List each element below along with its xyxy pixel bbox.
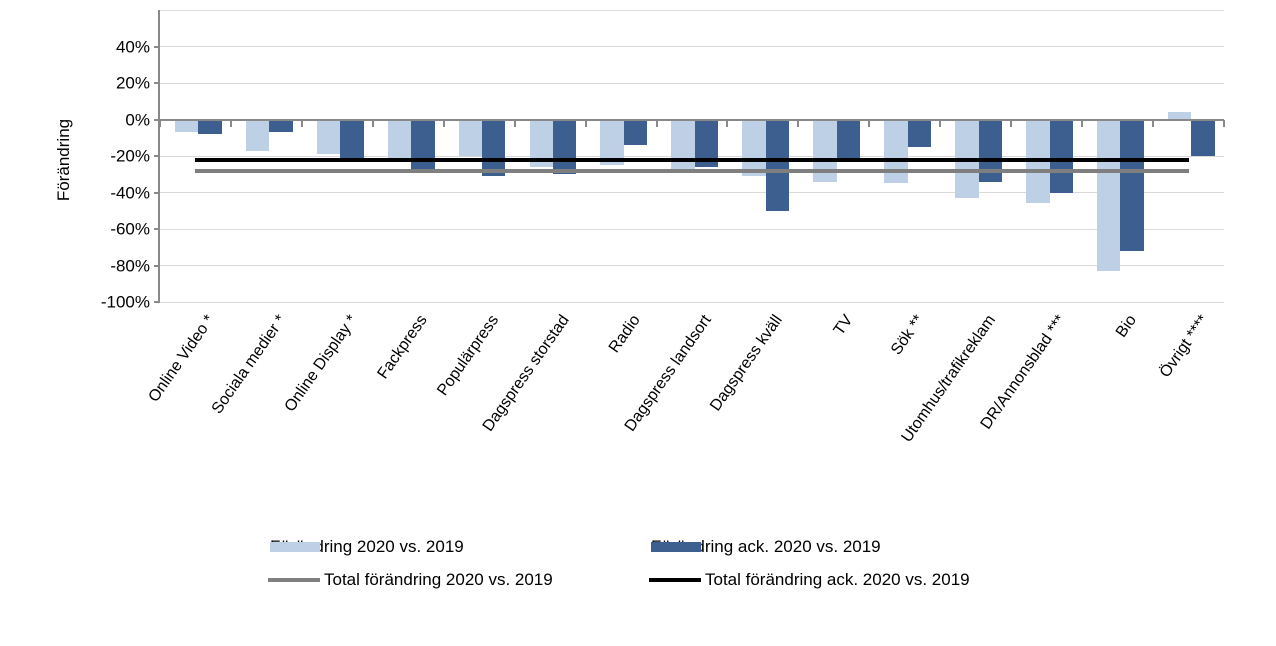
y-axis-tick-label: 0% [125, 110, 150, 129]
y-axis-tick [154, 45, 160, 48]
bar-forandring-ack [623, 119, 648, 146]
x-axis-category-label: Sök ** [888, 312, 928, 359]
y-axis-tick [154, 118, 160, 121]
legend-label: Total förändring 2020 vs. 2019 [324, 570, 553, 589]
x-axis-category-label: Online Display * [281, 312, 361, 415]
x-axis-tick [1010, 119, 1013, 127]
gridline [160, 265, 1224, 266]
bar-forandring [813, 119, 837, 182]
x-axis-tick [726, 119, 729, 127]
gridline [160, 228, 1224, 230]
y-axis-tick-label: 20% [115, 73, 150, 93]
y-axis-tick [154, 301, 160, 303]
x-axis-category-label: Radio [606, 312, 645, 357]
x-axis-category-label: Populärpress [434, 312, 503, 399]
legend-item-total-ack: Total förändring ack. 2020 vs. 2019 [649, 571, 970, 589]
x-axis-tick [1081, 119, 1084, 127]
bar-forandring-ack [1049, 119, 1073, 193]
gridline [160, 192, 1224, 193]
x-axis-category-label: TV [831, 312, 857, 339]
x-axis-tick [300, 119, 303, 127]
bar-forandring [174, 119, 199, 133]
bar-forandring [387, 119, 412, 158]
legend-item-forandring-ack: Förändring ack. 2020 vs. 2019 [651, 538, 881, 556]
bar-forandring [1097, 119, 1121, 271]
x-axis-category-label: Online Video * [145, 312, 219, 406]
y-axis-title-text: Förändring [54, 118, 73, 202]
legend-swatch [270, 542, 320, 552]
x-axis-tick [1223, 119, 1225, 127]
bar-forandring-ack [765, 119, 790, 211]
x-axis-tick [1152, 119, 1155, 127]
y-axis-tick-label: -40% [110, 183, 150, 202]
gridline [160, 301, 1224, 303]
legend-line-swatch [649, 578, 701, 582]
bar-forandring [529, 119, 553, 167]
x-axis-tick [655, 119, 658, 127]
bar-forandring-ack [552, 119, 577, 175]
y-axis-tick [154, 82, 160, 84]
bar-forandring [884, 119, 908, 184]
bar-forandring-ack [198, 119, 222, 135]
plot-top-border [160, 10, 1224, 11]
legend-label: Total förändring ack. 2020 vs. 2019 [705, 570, 970, 589]
bar-forandring [1167, 112, 1192, 120]
x-axis-category-label: Övrigt **** [1156, 312, 1212, 381]
y-axis-tick [154, 228, 160, 230]
bar-forandring-ack [978, 119, 1002, 182]
bar-forandring [245, 119, 270, 151]
x-axis-tick [513, 119, 516, 127]
bar-forandring [671, 119, 695, 169]
bar-forandring-ack [836, 119, 861, 160]
y-axis-tick-label: -80% [110, 256, 150, 275]
legend-swatch [651, 542, 701, 552]
y-axis-tick [154, 264, 160, 267]
bar-forandring-ack [482, 119, 506, 177]
y-axis-tick-label: 40% [115, 37, 150, 56]
x-axis-category-label: Dagspress kväll [707, 312, 786, 415]
legend-line-swatch [268, 578, 320, 582]
x-axis-category-label: Sociala medier * [208, 312, 290, 418]
x-axis-category-label: Fackpress [374, 312, 432, 383]
bar-forandring-ack [340, 119, 364, 158]
bar-forandring-ack [269, 119, 293, 133]
y-axis-tick-label: -100% [100, 292, 150, 312]
total-line-2020 [195, 168, 1189, 173]
bar-forandring-ack [1120, 119, 1144, 251]
bar-forandring-ack [411, 119, 435, 171]
y-axis-tick-label: -60% [110, 219, 150, 239]
y-axis-line [158, 10, 160, 303]
y-axis-tick [154, 155, 160, 157]
x-axis-zero-line [160, 118, 1224, 121]
gridline [160, 46, 1224, 47]
x-axis-tick [939, 119, 942, 127]
bar-forandring-ack [694, 119, 719, 167]
bar-forandring [600, 119, 624, 166]
total-line-ack [195, 157, 1189, 162]
bar-forandring [316, 119, 341, 155]
legend-item-total: Total förändring 2020 vs. 2019 [268, 571, 553, 589]
x-axis-tick [371, 119, 374, 127]
y-axis-tick [154, 191, 160, 194]
legend-item-forandring: Förändring 2020 vs. 2019 [270, 538, 464, 556]
x-axis-tick [797, 119, 800, 127]
bar-forandring [458, 119, 483, 156]
bar-forandring-ack [1191, 119, 1215, 156]
x-axis-tick [584, 119, 587, 127]
x-axis-category-label: Bio [1113, 312, 1141, 341]
bar-forandring-ack [907, 119, 932, 147]
x-axis-tick [868, 119, 871, 127]
gridline [160, 82, 1224, 84]
y-axis-tick-label: -20% [110, 146, 150, 166]
bar-forandring [742, 119, 766, 177]
x-axis-tick [229, 119, 232, 127]
legend-label: Förändring ack. 2020 vs. 2019 [651, 537, 881, 556]
x-axis-tick [159, 119, 161, 127]
x-axis-tick [442, 119, 445, 127]
